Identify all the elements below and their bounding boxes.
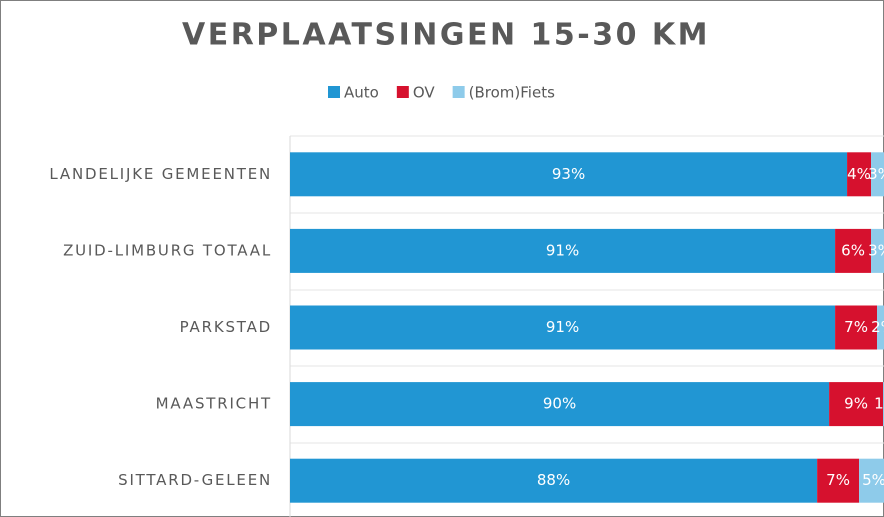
legend-label: Auto: [344, 84, 379, 102]
bar-segment: [877, 305, 884, 350]
legend-label: OV: [413, 84, 436, 102]
bar-segment: [835, 228, 872, 273]
bar-segment: [290, 305, 836, 350]
value-label: 9%: [844, 395, 868, 413]
value-label: 93%: [552, 165, 585, 183]
legend-label: (Brom)Fiets: [469, 84, 555, 102]
y-tick-label: MAASTRICHT: [156, 395, 272, 413]
value-label: 91%: [546, 241, 579, 259]
value-label: 7%: [826, 471, 850, 489]
bar-segment: [847, 152, 872, 197]
value-label: 4%: [847, 165, 871, 183]
value-label: 6%: [841, 241, 865, 259]
bar-segment: [829, 382, 884, 427]
bar-segment: [871, 152, 884, 197]
bar-segment: [835, 305, 878, 350]
value-label: 7%: [844, 318, 868, 336]
y-tick-label: SITTARD-GELEEN: [118, 471, 272, 489]
value-label: 90%: [543, 395, 576, 413]
value-label: 3%: [868, 241, 884, 259]
bar-segment: [817, 458, 860, 503]
legend-swatch: [452, 86, 465, 98]
value-label: 1%: [874, 395, 884, 413]
y-tick-label: PARKSTAD: [180, 318, 272, 336]
legend-swatch: [396, 86, 409, 98]
legend-swatch: [328, 86, 340, 98]
bar-segment: [871, 228, 884, 273]
y-tick-label: ZUID-LIMBURG TOTAAL: [63, 241, 272, 259]
value-label: 3%: [868, 165, 884, 183]
value-label: 88%: [537, 471, 570, 489]
bar-segment: [290, 382, 830, 427]
value-label: 5%: [862, 471, 884, 489]
chart-title: VERPLAATSINGEN 15-30 KM: [182, 18, 710, 53]
value-label: 2%: [871, 318, 884, 336]
bar-segment: [290, 458, 818, 503]
bar-segment: [859, 458, 884, 503]
y-tick-label: LANDELIJKE GEMEENTEN: [49, 165, 272, 183]
bar-segment: [290, 152, 848, 197]
bar-segment: [290, 228, 836, 273]
value-label: 91%: [546, 318, 579, 336]
